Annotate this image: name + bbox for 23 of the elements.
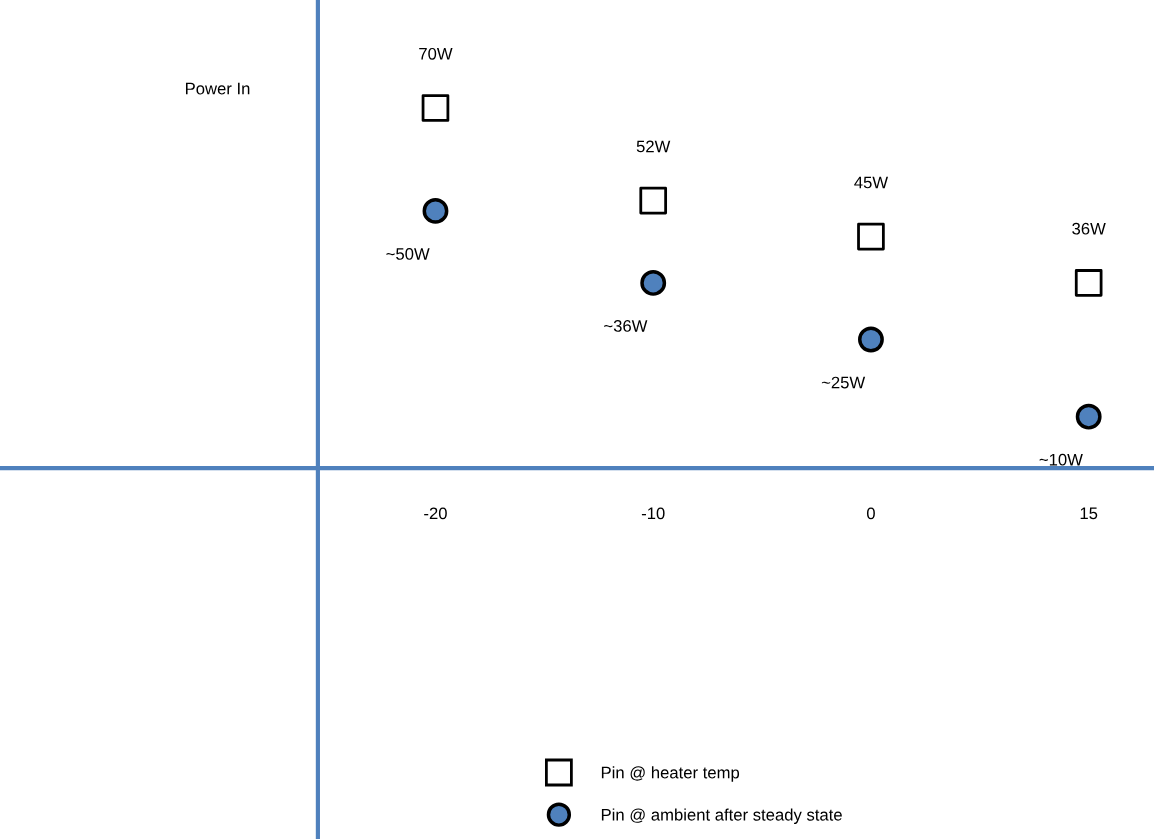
data-label: ~10W: [1039, 453, 1083, 466]
point: [422, 197, 449, 224]
legend-label: Pin @ ambient after steady state: [601, 808, 842, 824]
data-label: ~25W: [821, 376, 866, 389]
data-label: ~50W: [386, 248, 430, 260]
legend-label: Pin @ heater temp: [601, 766, 740, 782]
data-label: 52W: [636, 140, 671, 153]
data-label: 70W: [419, 47, 453, 60]
data-label: 45W: [854, 176, 889, 189]
x-tick-label: -20: [424, 507, 447, 520]
point: [1075, 403, 1102, 430]
x-tick-label: -10: [641, 507, 665, 520]
point: [858, 326, 884, 353]
data-label: 36W: [1072, 222, 1106, 235]
point: [640, 269, 667, 296]
data-label: ~36W: [604, 320, 648, 332]
point: [639, 186, 668, 215]
x-tick-label: 15: [1080, 507, 1098, 520]
point: [421, 94, 450, 122]
y-axis-title: Power In: [186, 82, 250, 95]
point: [1074, 269, 1103, 297]
point: [857, 222, 885, 251]
x-tick-label: 0: [866, 507, 875, 520]
